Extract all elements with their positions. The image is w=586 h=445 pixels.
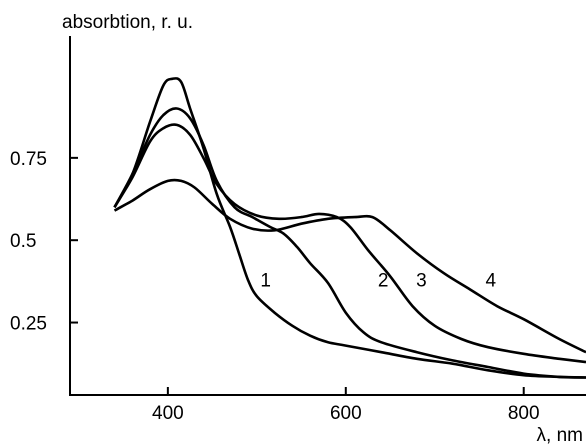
curve-label-1: 1 [260,270,271,291]
ticks-layer: 400 600 800 0.25 0.5 0.75 [10,149,540,424]
curve-1 [113,77,586,379]
curve-3 [113,123,586,364]
y-tick-label-0.5: 0.5 [10,231,36,252]
y-tick-label-0.25: 0.25 [10,314,47,335]
x-tick-label-400: 400 [152,403,184,424]
y-tick-label-0.75: 0.75 [10,149,47,170]
curve-labels-layer: 1 2 3 4 [260,270,496,291]
x-tick-label-600: 600 [330,403,362,424]
curve-2 [113,107,586,379]
curve-label-4: 4 [486,270,497,291]
x-axis-title: λ, nm [537,425,583,445]
x-tick-label-800: 800 [508,403,540,424]
curves-layer [113,77,586,379]
curve-label-2: 2 [378,270,389,291]
y-axis-title: absorbtion, r. u. [62,12,193,33]
curve-label-3: 3 [416,270,427,291]
curve-4 [113,178,586,354]
